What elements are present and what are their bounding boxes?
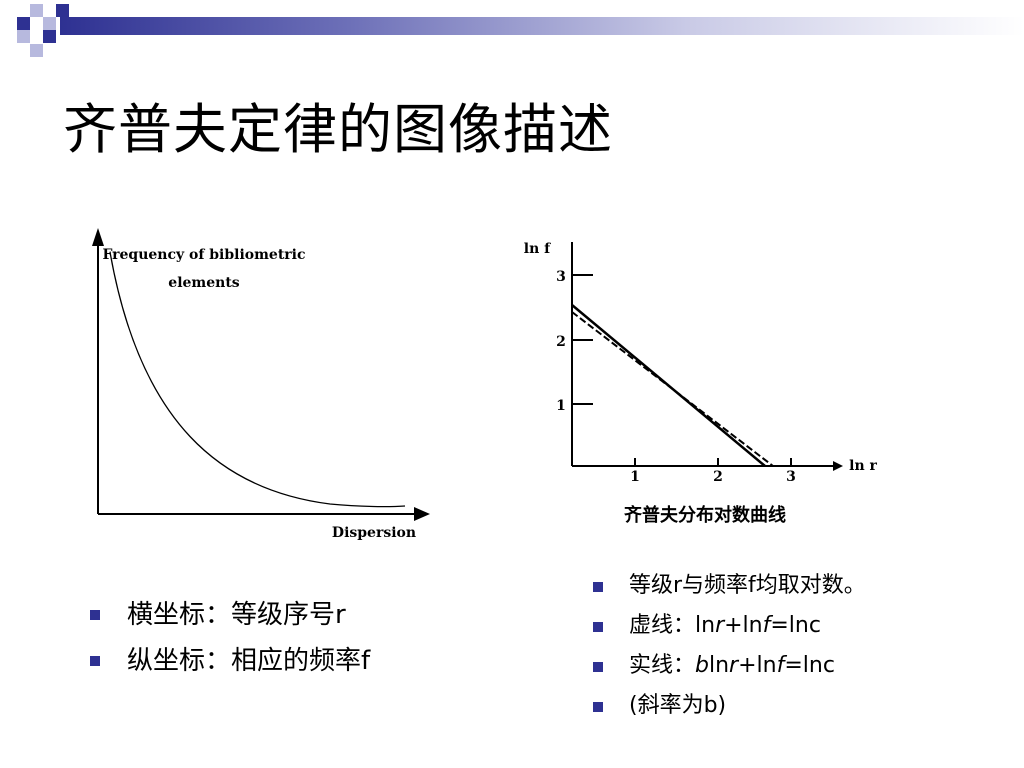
x-axis-label: Dispersion — [332, 525, 416, 541]
dispersion-curve — [109, 251, 406, 508]
header-square-decoration — [17, 17, 30, 30]
formula-part: r — [729, 653, 739, 678]
list-item: 虚线：lnr+lnf=lnc — [593, 608, 866, 648]
log-log-figure: 1 2 3 1 2 3 ln f ln r 齐普夫分布对数曲线 — [524, 241, 878, 526]
y-tick-label: 1 — [556, 398, 566, 414]
y-tick-label: 3 — [556, 269, 566, 285]
formula-part: f — [776, 653, 785, 678]
square-bullet-icon — [593, 662, 603, 672]
square-bullet-icon — [593, 582, 603, 592]
formula-part: ln — [695, 613, 716, 638]
figure-caption: 齐普夫分布对数曲线 — [624, 504, 786, 526]
y-axis-label-line2: elements — [168, 275, 239, 291]
bullet-prefix: 实线： — [629, 653, 696, 678]
header-square-decoration — [56, 4, 69, 17]
x-tick-label: 1 — [630, 469, 640, 485]
header-square-decoration — [30, 4, 43, 17]
y-axis-arrow-icon — [92, 228, 104, 246]
list-item: 横坐标：等级序号r — [90, 595, 370, 641]
list-item: (斜率为b) — [593, 688, 866, 728]
x-axis-label: ln r — [849, 458, 877, 474]
list-item: 实线：blnr+lnf=lnc — [593, 648, 866, 688]
x-axis-arrow-icon — [414, 507, 430, 521]
bullet-text: 横坐标：等级序号r — [127, 600, 346, 630]
bullet-text: 等级r与频率f均取对数。 — [629, 573, 866, 598]
bullet-text: (斜率为b) — [629, 693, 727, 718]
header-square-decoration — [43, 17, 56, 30]
y-axis-label: ln f — [524, 241, 551, 257]
formula-part: +ln — [738, 653, 777, 678]
slide-title: 齐普夫定律的图像描述 — [63, 98, 613, 161]
left-bullet-list: 横坐标：等级序号r 纵坐标：相应的频率f — [90, 595, 370, 687]
list-item: 等级r与频率f均取对数。 — [593, 568, 866, 608]
square-bullet-icon — [593, 622, 603, 632]
formula-part: +ln — [724, 613, 763, 638]
dashed-line — [571, 311, 774, 467]
header-square-decoration — [17, 30, 30, 43]
y-axis-label-line1: Frequency of bibliometric — [102, 247, 305, 263]
bullet-prefix: 虚线： — [629, 613, 696, 638]
header-square-decoration — [43, 30, 56, 43]
formula-part: b — [695, 653, 709, 678]
formula-part: ln — [708, 653, 730, 678]
list-item: 纵坐标：相应的频率f — [90, 641, 370, 687]
right-bullet-list: 等级r与频率f均取对数。 虚线：lnr+lnf=lnc 实线：blnr+lnf=… — [593, 568, 866, 728]
x-tick-label: 2 — [713, 469, 723, 485]
formula-part: =lnc — [770, 613, 821, 638]
formula-part: r — [715, 613, 725, 638]
y-tick-label: 2 — [556, 334, 566, 350]
formula-part: f — [762, 613, 771, 638]
bullet-text: 纵坐标：相应的频率f — [127, 646, 371, 676]
x-tick-label: 3 — [786, 469, 796, 485]
header-gradient-bar — [60, 17, 1024, 35]
header-square-decoration — [30, 44, 43, 57]
square-bullet-icon — [593, 702, 603, 712]
formula-part: =lnc — [784, 653, 835, 678]
square-bullet-icon — [90, 610, 100, 620]
ln-r-axis-arrow-icon — [833, 461, 843, 471]
dispersion-curve-figure: Frequency of bibliometric elements Dispe… — [92, 228, 430, 541]
square-bullet-icon — [90, 656, 100, 666]
